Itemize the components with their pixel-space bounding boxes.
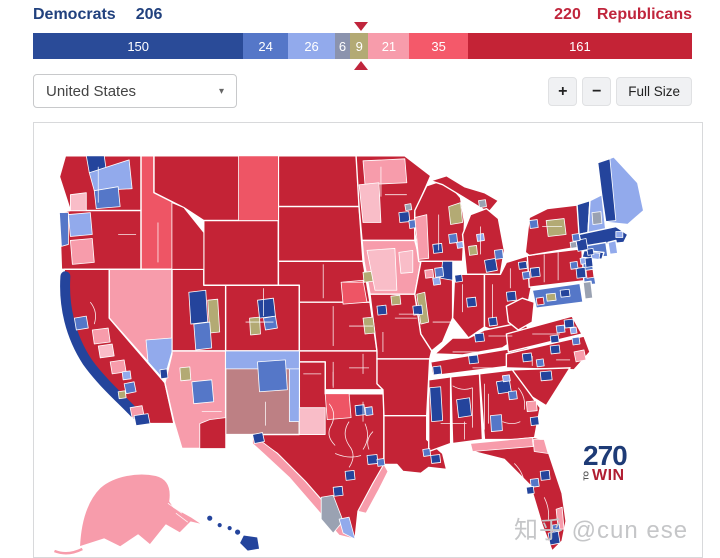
state-maryland[interactable] bbox=[531, 282, 584, 309]
democrats-label: Democrats bbox=[33, 6, 116, 23]
zoom-out-button[interactable]: − bbox=[582, 77, 612, 106]
bar-segment-9: 9 bbox=[349, 33, 369, 59]
region-select[interactable]: United States ▾ bbox=[33, 74, 237, 108]
state-michigan[interactable] bbox=[461, 207, 506, 275]
district-borders bbox=[89, 166, 571, 523]
democrats-count: 206 bbox=[135, 6, 163, 23]
republicans-count: 220 bbox=[554, 6, 581, 23]
bar-segment-6: 6 bbox=[335, 33, 350, 59]
district-patches[interactable] bbox=[53, 155, 624, 555]
bar-segment-26: 26 bbox=[287, 33, 336, 59]
majority-marker-top-icon bbox=[354, 22, 368, 31]
bar-segment-24: 24 bbox=[243, 33, 288, 59]
bar-segment-161: 161 bbox=[467, 33, 693, 59]
logo-win-text: WIN bbox=[592, 467, 625, 485]
state-rhode-island[interactable] bbox=[607, 239, 619, 256]
state-west-virginia[interactable] bbox=[505, 297, 535, 331]
seat-bar: 150 24 26 6 9 21 35 161 bbox=[33, 22, 693, 70]
map-controls: United States ▾ + − Full Size bbox=[33, 74, 692, 108]
seat-totals-header: Democrats 206 220 Republicans bbox=[33, 6, 692, 24]
zoom-in-button[interactable]: + bbox=[548, 77, 578, 106]
map-container bbox=[33, 122, 703, 558]
state-delaware[interactable] bbox=[582, 280, 594, 300]
logo-to-text: TO bbox=[583, 471, 591, 481]
chevron-down-icon: ▾ bbox=[218, 85, 224, 97]
state-wyoming[interactable] bbox=[203, 219, 280, 286]
full-size-button[interactable]: Full Size bbox=[616, 77, 692, 106]
state-south-dakota[interactable] bbox=[277, 205, 364, 263]
bar-segment-35: 35 bbox=[409, 33, 468, 59]
270towin-logo: 270 TO WIN bbox=[583, 440, 628, 485]
region-select-value: United States bbox=[46, 82, 137, 100]
majority-marker-bottom-icon bbox=[354, 61, 368, 70]
zhihu-watermark: 知乎 @cun ese bbox=[514, 517, 689, 544]
us-house-districts-map[interactable] bbox=[34, 123, 702, 555]
state-arkansas[interactable] bbox=[376, 358, 431, 417]
state-north-dakota[interactable] bbox=[277, 155, 360, 208]
bar-segment-21: 21 bbox=[368, 33, 410, 59]
republicans-label: Republicans bbox=[596, 6, 692, 23]
state-alaska[interactable] bbox=[78, 473, 205, 548]
bar-segment-150: 150 bbox=[33, 33, 244, 59]
logo-270-text: 270 bbox=[583, 440, 628, 471]
